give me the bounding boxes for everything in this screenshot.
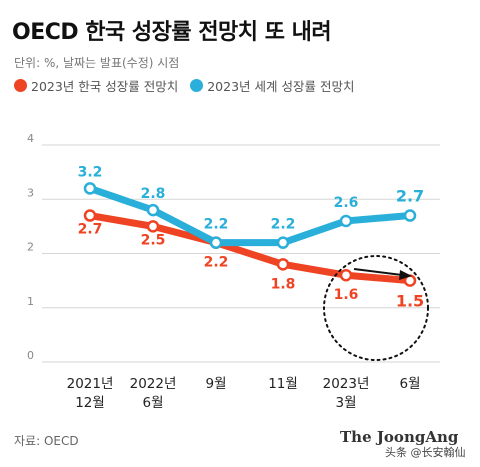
legend-item-world: 2023년 세계 성장률 전망치 xyxy=(190,76,354,95)
world-data-label: 2.2 xyxy=(204,217,229,233)
korea-point xyxy=(83,209,97,222)
x-tick-label: 11월 xyxy=(268,376,298,392)
korea-data-label: 2.5 xyxy=(141,232,166,248)
annotation-arrow-head xyxy=(399,270,412,280)
korea-point xyxy=(146,220,160,233)
y-tick-label: 2 xyxy=(27,241,34,254)
annotation-arrow-line xyxy=(353,268,403,276)
x-tick-label: 2021년 xyxy=(67,376,114,392)
world-data-label: 2.7 xyxy=(396,187,424,206)
x-tick-label: 2022년 xyxy=(130,376,177,392)
watermark: 头条 @长安翰仙 xyxy=(385,446,466,459)
korea-data-label: 2.2 xyxy=(204,255,229,271)
x-tick-label: 12월 xyxy=(75,395,105,411)
series-line-world xyxy=(86,184,414,247)
korea-point xyxy=(339,268,353,282)
x-tick-label: 9월 xyxy=(205,376,226,392)
legend-swatch-world xyxy=(190,79,204,92)
y-tick-label: 0 xyxy=(27,349,34,362)
legend-label-korea: 2023년 한국 성장률 전망치 xyxy=(31,79,179,94)
world-data-label: 2.6 xyxy=(334,195,359,211)
source-note: 자료: OECD xyxy=(14,434,79,448)
legend-item-korea: 2023년 한국 성장률 전망치 xyxy=(14,76,178,95)
y-tick-label: 4 xyxy=(27,132,34,145)
y-tick-label: 3 xyxy=(27,186,34,199)
world-data-label: 2.2 xyxy=(271,217,296,233)
world-point xyxy=(83,182,97,195)
legend-label-world: 2023년 세계 성장률 전망치 xyxy=(207,79,355,94)
world-data-label: 3.2 xyxy=(78,164,103,180)
legend-swatch-korea xyxy=(14,79,27,92)
korea-data-label: 1.5 xyxy=(396,292,424,311)
x-tick-label: 6월 xyxy=(142,395,163,411)
series-line-korea xyxy=(86,212,414,285)
x-tick-label: 6월 xyxy=(399,376,420,392)
world-point xyxy=(146,203,160,217)
korea-data-label: 1.6 xyxy=(334,287,359,303)
world-data-label: 2.8 xyxy=(141,186,166,202)
legend: 2023년 한국 성장률 전망치 2023년 세계 성장률 전망치 xyxy=(14,76,366,95)
x-tick-label: 2023년 xyxy=(323,376,370,392)
chart-title: OECD 한국 성장률 전망치 또 내려 xyxy=(12,20,332,45)
annotation-dashed-circle xyxy=(323,255,429,361)
y-tick-label: 1 xyxy=(27,295,34,308)
publisher-logo: The JoongAng xyxy=(340,428,459,446)
korea-data-label: 2.7 xyxy=(78,222,103,238)
korea-point xyxy=(276,258,290,271)
korea-data-label: 1.8 xyxy=(271,276,296,292)
world-point xyxy=(209,236,223,249)
x-tick-label: 3월 xyxy=(335,395,356,411)
chart-subtitle: 단위: %, 날짜는 발표(수정) 시점 xyxy=(14,56,180,70)
world-point xyxy=(403,209,417,222)
world-point xyxy=(276,236,290,249)
world-point xyxy=(339,214,353,228)
